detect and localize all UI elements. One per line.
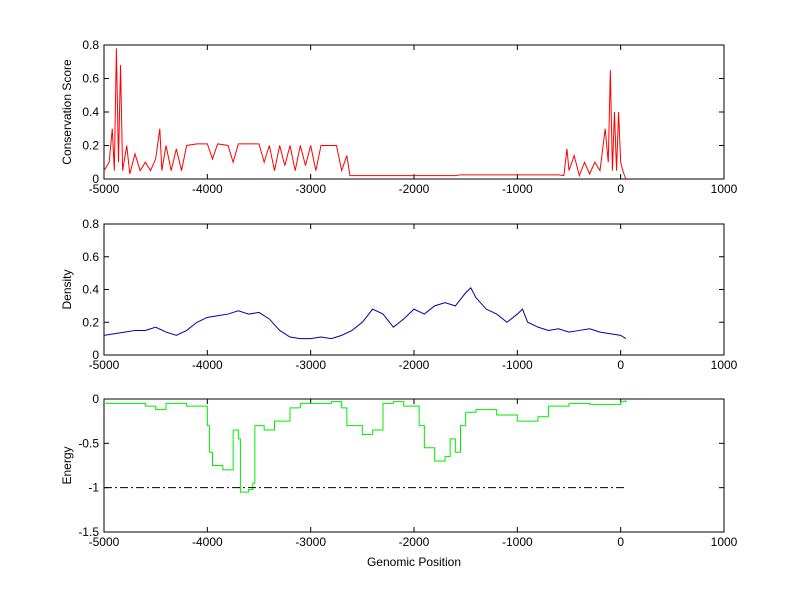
y-tick-label: 0.8 xyxy=(82,38,99,52)
data-line xyxy=(103,287,627,340)
x-tick-label: -2000 xyxy=(399,182,430,196)
plot-area xyxy=(103,223,725,356)
x-tick-label: -4000 xyxy=(192,535,223,549)
x-tick-label: -4000 xyxy=(192,358,223,372)
x-tick-label: 1000 xyxy=(711,535,738,549)
plot-area xyxy=(103,44,725,180)
plot-area xyxy=(103,398,725,533)
y-axis-label: Density xyxy=(60,269,74,309)
y-axis-label: Energy xyxy=(60,446,74,484)
y-tick-label: 0.8 xyxy=(82,217,99,231)
x-tick-label: 1000 xyxy=(711,358,738,372)
x-tick-label: 0 xyxy=(617,535,624,549)
x-tick-label: -5000 xyxy=(89,535,120,549)
x-tick-label: -3000 xyxy=(295,182,326,196)
y-tick-label: -1 xyxy=(88,481,99,495)
x-tick-label: -2000 xyxy=(399,535,430,549)
y-tick-label: 0.2 xyxy=(82,315,99,329)
y-tick-label: 0.4 xyxy=(82,283,99,297)
y-axis-label: Conservation Score xyxy=(60,59,74,165)
y-tick-label: -0.5 xyxy=(78,436,99,450)
x-tick-label: 0 xyxy=(617,182,624,196)
y-tick-label: -1.5 xyxy=(78,525,99,539)
y-tick-label: 0 xyxy=(92,392,99,406)
y-tick-label: 0.6 xyxy=(82,72,99,86)
x-tick-label: -5000 xyxy=(89,358,120,372)
y-tick-label: 0 xyxy=(92,172,99,186)
x-tick-label: -1000 xyxy=(502,358,533,372)
data-line xyxy=(103,48,627,180)
x-tick-label: -1000 xyxy=(502,535,533,549)
y-tick-label: 0.4 xyxy=(82,105,99,119)
x-tick-label: -1000 xyxy=(502,182,533,196)
y-tick-label: 0 xyxy=(92,348,99,362)
data-line xyxy=(104,399,627,493)
y-tick-label: 0.6 xyxy=(82,250,99,264)
x-tick-label: -2000 xyxy=(399,358,430,372)
x-tick-label: -3000 xyxy=(295,358,326,372)
x-tick-label: -5000 xyxy=(89,182,120,196)
y-tick-label: 0.2 xyxy=(82,139,99,153)
x-tick-label: -4000 xyxy=(192,182,223,196)
x-tick-label: 1000 xyxy=(711,182,738,196)
x-tick-label: -3000 xyxy=(295,535,326,549)
x-tick-label: 0 xyxy=(617,358,624,372)
x-axis-label: Genomic Position xyxy=(367,555,461,569)
